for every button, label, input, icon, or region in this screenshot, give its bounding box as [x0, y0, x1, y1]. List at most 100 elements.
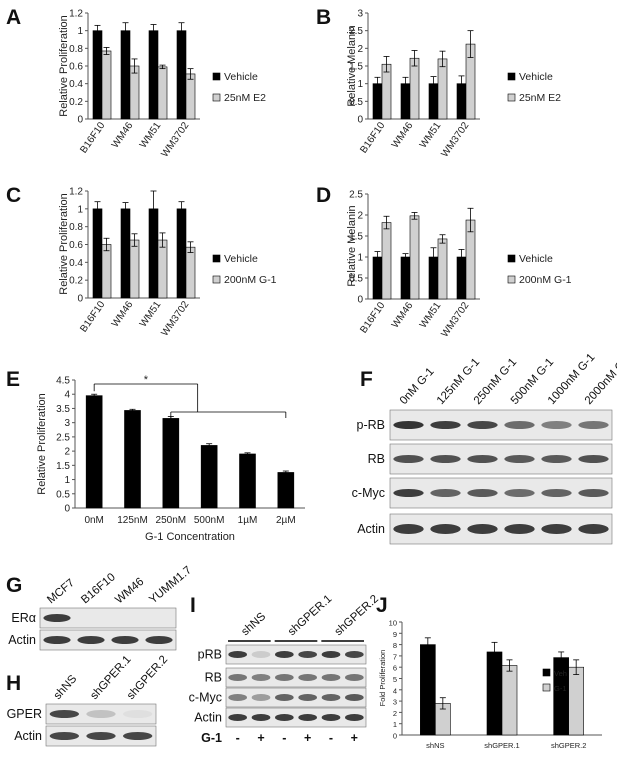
blot-row-label: c-Myc	[352, 486, 385, 500]
blot-band	[86, 732, 116, 740]
panel-label-g: G	[6, 574, 22, 597]
blot-strip	[225, 687, 367, 708]
blot-band	[43, 636, 71, 644]
legend-label: Vehicle	[519, 253, 553, 265]
blot-band	[123, 710, 153, 718]
y-tick-label: 0.5	[56, 489, 70, 500]
y-tick-label: 1	[357, 253, 363, 264]
y-axis-title: Relative Proliferation	[36, 393, 48, 495]
y-tick-label: 0.6	[69, 240, 83, 251]
legend-label: 25nM E2	[224, 92, 266, 104]
y-tick-label: 2	[357, 211, 363, 222]
blot-strip	[389, 513, 613, 545]
y-axis-title: Relative Melanin	[346, 205, 358, 286]
bar	[381, 63, 392, 120]
y-axis-title: Relative Proliferation	[58, 15, 70, 117]
blot-band	[541, 455, 572, 463]
y-tick-label: 0	[77, 294, 83, 305]
bar	[101, 244, 112, 299]
blot-band	[393, 524, 424, 534]
bar	[409, 57, 420, 120]
blot-band	[430, 489, 461, 497]
panel-label-d: D	[316, 184, 331, 207]
y-tick-label: 2	[64, 447, 70, 458]
bar	[185, 246, 196, 299]
y-tick-label: 0.4	[69, 79, 83, 90]
legend-swatch	[212, 275, 221, 284]
y-tick-label: 0.8	[69, 222, 83, 233]
panel-label-b: B	[316, 6, 331, 29]
blot-strip	[389, 477, 613, 509]
x-tick-label: WM3702	[159, 120, 191, 159]
legend-swatch	[212, 72, 221, 81]
blot-band	[298, 694, 317, 701]
bar	[124, 410, 141, 509]
blot-band	[43, 614, 71, 622]
bar	[568, 666, 584, 736]
y-tick-label: 0.5	[349, 97, 363, 108]
legend-label: 25nM E2	[519, 92, 561, 104]
blot-band	[578, 524, 609, 534]
blot-band	[275, 714, 294, 721]
blot-band	[77, 636, 105, 644]
x-tick-label: 250nM	[156, 515, 187, 526]
blot-band	[86, 710, 116, 718]
blot-band	[467, 455, 498, 463]
legend-label: Vehicle	[224, 71, 258, 83]
legend-swatch	[507, 254, 516, 263]
y-tick-label: 8	[393, 641, 397, 650]
blot-band	[430, 455, 461, 463]
bar	[85, 395, 103, 509]
y-axis-title: Relative Proliferation	[58, 193, 70, 295]
panel-label-e: E	[6, 368, 20, 391]
blot-band	[251, 651, 271, 658]
blot-row-label: GPER	[7, 707, 42, 721]
blot-band	[393, 421, 424, 429]
panel-label-c: C	[6, 184, 21, 207]
blot-strip	[389, 443, 613, 475]
lane-label: shNS	[52, 673, 80, 702]
chart-j: 0 1 2 3 4 5 6 7 8 9 10 Fold Proliferation shNS shGPER…	[378, 619, 602, 750]
legend-swatch	[507, 93, 516, 102]
blot-band	[228, 674, 248, 681]
legend-label: Vehicle	[519, 71, 553, 83]
bar	[157, 66, 168, 120]
blot-band	[321, 651, 341, 658]
legend-label: G-1	[554, 684, 567, 693]
x-tick-label: shNS	[426, 741, 444, 750]
blot-band	[541, 421, 572, 429]
x-tick-label: shGPER.2	[551, 741, 586, 750]
x-tick-label: WM46	[110, 120, 136, 150]
blot-row-label: RB	[368, 452, 385, 466]
blot-row-label: p-RB	[357, 418, 385, 432]
y-tick-label: 7	[393, 652, 397, 661]
y-tick-label: 3.5	[56, 404, 70, 415]
blot-band	[298, 714, 317, 721]
bar	[129, 65, 140, 120]
y-tick-label: 6	[393, 664, 397, 673]
legend-swatch	[542, 668, 551, 677]
blot-band	[321, 674, 341, 681]
x-tick-label: WM51	[418, 120, 444, 150]
lane-label: MCF7	[45, 577, 77, 606]
blot-band	[345, 651, 364, 658]
y-tick-label: 2.5	[349, 26, 363, 37]
y-tick-label: 9	[393, 630, 397, 639]
y-tick-label: 3	[64, 418, 70, 429]
blot-band	[275, 694, 294, 701]
blot-band	[504, 455, 535, 463]
panel-label-f: F	[360, 368, 373, 391]
y-tick-label: 0	[357, 295, 363, 306]
blot-row-label: RB	[205, 671, 222, 685]
blot-band	[111, 636, 139, 644]
bar	[148, 30, 159, 120]
x-tick-label: 500nM	[194, 515, 225, 526]
x-tick-label: shGPER.1	[484, 741, 519, 750]
bar	[486, 651, 503, 736]
blot-row-label: c-Myc	[189, 691, 222, 705]
y-tick-label: 0.5	[349, 274, 363, 285]
